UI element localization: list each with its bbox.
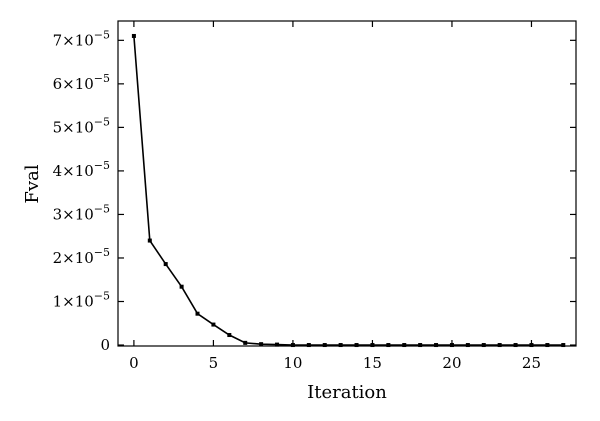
- data-point: [529, 343, 534, 348]
- y-tick-label: 1×10−5: [53, 290, 110, 311]
- data-point: [434, 343, 439, 348]
- y-tick-label: 6×10−5: [53, 72, 110, 93]
- data-point: [322, 343, 327, 348]
- plot-frame: [117, 20, 577, 347]
- data-point: [195, 311, 200, 316]
- y-axis-title: Fval: [22, 164, 43, 203]
- x-axis-title: Iteration: [307, 382, 387, 403]
- x-tick-label: 15: [363, 354, 382, 372]
- data-point: [354, 343, 359, 348]
- x-tick-label: 25: [522, 354, 541, 372]
- series-layer: [131, 33, 566, 348]
- data-point: [131, 33, 136, 38]
- data-point: [545, 343, 550, 348]
- data-point: [465, 343, 470, 348]
- series-line: [133, 35, 564, 346]
- data-point: [275, 342, 280, 347]
- y-tick-label: 4×10−5: [53, 159, 110, 180]
- y-tick-label: 3×10−5: [53, 202, 110, 223]
- data-point: [386, 343, 391, 348]
- y-tick-label: 7×10−5: [53, 28, 110, 49]
- data-point: [227, 333, 232, 338]
- data-point: [290, 343, 295, 348]
- x-tick-label: 10: [283, 354, 302, 372]
- y-axis: 0 1×10−5 2×10−5 3×10−5 4×10−5 5×10−5 6×10−5 7×1…: [53, 28, 576, 354]
- data-point: [513, 343, 518, 348]
- data-point: [147, 238, 152, 243]
- data-point: [338, 343, 343, 348]
- y-tick-label: 2×10−5: [53, 246, 110, 267]
- data-point: [418, 343, 423, 348]
- data-point: [259, 342, 264, 347]
- x-axis: 0 5 10 15 20 25: [129, 21, 541, 372]
- data-point: [561, 343, 566, 348]
- data-point: [497, 343, 502, 348]
- data-point: [370, 343, 375, 348]
- data-point: [306, 343, 311, 348]
- y-tick-label: 5×10−5: [53, 115, 110, 136]
- y-tick-label: 0: [100, 336, 110, 354]
- x-tick-label: 0: [129, 354, 139, 372]
- data-point: [211, 322, 216, 327]
- x-tick-label: 5: [209, 354, 219, 372]
- data-point: [481, 343, 486, 348]
- x-tick-label: 20: [442, 354, 461, 372]
- data-point: [243, 340, 248, 345]
- data-point: [402, 343, 407, 348]
- data-point: [163, 262, 168, 267]
- data-point: [449, 343, 454, 348]
- data-point: [179, 284, 184, 289]
